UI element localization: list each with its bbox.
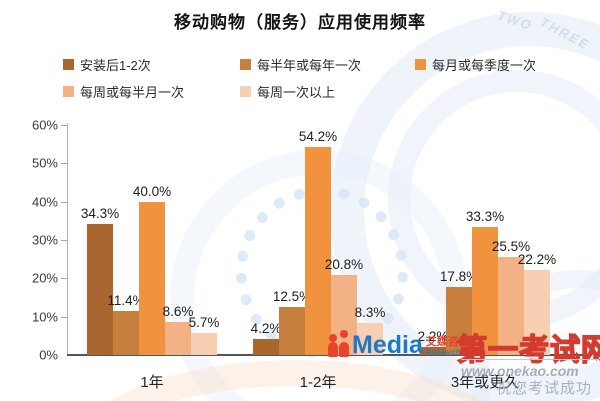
imedia-research-label: Research [425,348,461,357]
chart-title: 移动购物（服务）应用使用频率 [174,13,426,32]
bar-value-label: 11.4% [107,293,145,309]
y-tick-label: 40% [31,194,58,210]
imedia-logo-sub: 艾媒咨询 Research [426,337,470,357]
y-tick-mark [61,125,67,126]
bar-value-label: 4.2% [250,320,282,336]
bar-value-label: 54.2% [298,129,338,145]
bar [420,346,446,355]
bar-value-label: 33.3% [465,209,505,225]
bar [113,311,139,355]
bar [279,307,305,355]
y-tick-mark [61,278,67,280]
bar-value-label: 17.8% [439,268,479,284]
bar-value-label: 8.6% [162,304,194,320]
y-tick-label: 30% [31,232,58,248]
imedia-logo: Media 艾媒咨询 Research [328,330,470,359]
bar [191,333,217,355]
onekao-watermark-url: www.onekao.com [461,359,599,379]
bar-value-label: 8.3% [354,305,386,321]
imedia-person-icon [339,330,349,357]
y-tick-mark [61,163,67,165]
bar-value-label: 2.2% [417,328,449,344]
bar [165,322,191,355]
category-label: 1-2年 [299,374,337,391]
y-tick-label: 20% [31,270,58,286]
bar [139,201,165,355]
category-label: 1年 [140,374,164,391]
bar-value-label: 40.0% [132,183,172,199]
y-tick-label: 50% [31,155,58,171]
y-tick-mark [61,316,67,318]
bar [305,147,331,355]
bar-value-label: 34.3% [80,205,120,221]
bar [87,223,113,355]
bar-value-label: 22.2% [517,251,557,267]
y-tick-label: 0% [39,347,58,363]
onekao-watermark-slogan: 祝您考试成功 [496,380,593,397]
y-tick-label: 10% [31,309,58,325]
bar-value-label: 25.5% [491,239,531,255]
y-axis-line [67,123,68,355]
bar-value-label: 20.8% [324,257,364,273]
y-tick-label: 60% [31,117,58,133]
y-tick-mark [61,240,67,241]
bar-value-label: 12.5% [272,289,312,305]
bar [253,338,279,355]
imedia-person-icon [328,334,338,357]
y-tick-mark [61,201,67,203]
bar-value-label: 5.7% [188,315,220,331]
imedia-logo-text: Media [352,331,423,359]
imedia-chinese-name: 艾媒咨询 [425,336,470,348]
